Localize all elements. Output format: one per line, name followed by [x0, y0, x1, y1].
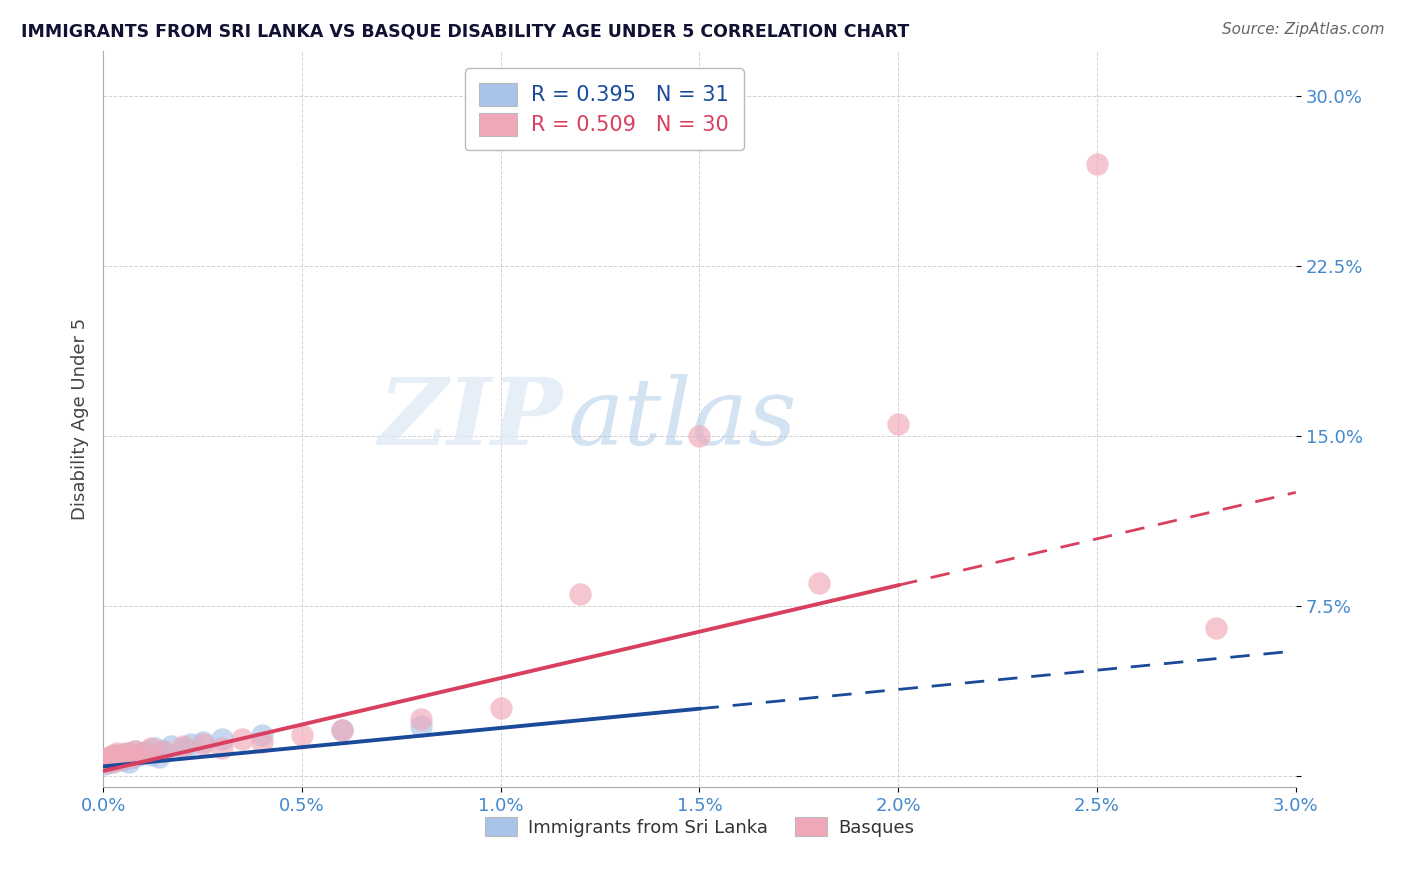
Point — [143, 741, 166, 756]
Point — [411, 712, 433, 726]
Point — [120, 750, 142, 764]
Point — [98, 753, 121, 767]
Point — [569, 587, 592, 601]
Point — [110, 748, 132, 763]
Point — [101, 755, 124, 769]
Point — [688, 429, 710, 443]
Point — [211, 732, 233, 747]
Point — [139, 741, 162, 756]
Point — [111, 748, 134, 763]
Point — [111, 753, 134, 767]
Point — [887, 417, 910, 432]
Point — [105, 746, 128, 760]
Legend: R = 0.395   N = 31, R = 0.509   N = 30: R = 0.395 N = 31, R = 0.509 N = 30 — [464, 69, 744, 151]
Point — [94, 755, 117, 769]
Point — [250, 728, 273, 742]
Point — [172, 739, 194, 753]
Point — [411, 719, 433, 733]
Point — [115, 746, 138, 760]
Point — [132, 746, 155, 760]
Point — [108, 750, 131, 764]
Point — [489, 700, 512, 714]
Text: IMMIGRANTS FROM SRI LANKA VS BASQUE DISABILITY AGE UNDER 5 CORRELATION CHART: IMMIGRANTS FROM SRI LANKA VS BASQUE DISA… — [21, 22, 910, 40]
Point — [100, 755, 122, 769]
Point — [1205, 621, 1227, 635]
Point — [94, 757, 117, 772]
Point — [180, 737, 202, 751]
Point — [135, 743, 157, 757]
Point — [101, 748, 124, 763]
Point — [1085, 157, 1108, 171]
Point — [330, 723, 353, 738]
Point — [124, 743, 146, 757]
Point — [105, 753, 128, 767]
Point — [231, 732, 253, 747]
Point — [152, 743, 174, 757]
Point — [118, 755, 141, 769]
Point — [114, 750, 136, 764]
Point — [124, 743, 146, 757]
Point — [152, 743, 174, 757]
Point — [122, 750, 145, 764]
Point — [132, 746, 155, 760]
Point — [139, 748, 162, 763]
Point — [104, 748, 127, 763]
Text: Source: ZipAtlas.com: Source: ZipAtlas.com — [1222, 22, 1385, 37]
Point — [191, 737, 214, 751]
Point — [104, 750, 127, 764]
Point — [211, 741, 233, 756]
Point — [159, 739, 181, 753]
Point — [96, 755, 118, 769]
Point — [128, 748, 150, 763]
Point — [330, 723, 353, 738]
Point — [120, 748, 142, 763]
Point — [250, 734, 273, 748]
Point — [108, 753, 131, 767]
Text: atlas: atlas — [568, 374, 797, 464]
Point — [115, 746, 138, 760]
Point — [172, 741, 194, 756]
Text: ZIP: ZIP — [378, 374, 562, 464]
Y-axis label: Disability Age Under 5: Disability Age Under 5 — [72, 318, 89, 520]
Point — [191, 734, 214, 748]
Point — [98, 750, 121, 764]
Point — [148, 750, 170, 764]
Point — [807, 576, 830, 591]
Point — [96, 753, 118, 767]
Point — [291, 728, 314, 742]
Point — [100, 750, 122, 764]
